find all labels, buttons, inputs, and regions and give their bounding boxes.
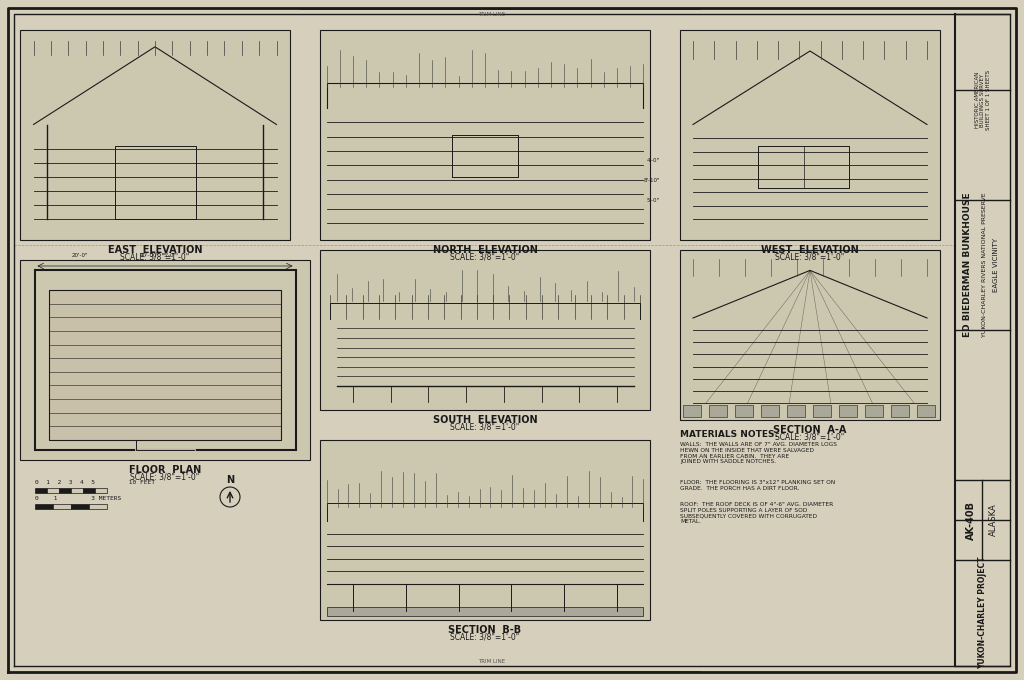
Bar: [680, 30, 940, 240]
Text: MATERIALS NOTES:: MATERIALS NOTES:: [680, 430, 778, 439]
Bar: [49, 290, 281, 440]
Text: 5'-0": 5'-0": [647, 197, 660, 203]
Bar: [71, 504, 89, 509]
Text: FLOOR  PLAN: FLOOR PLAN: [129, 465, 201, 475]
Bar: [839, 405, 857, 417]
Bar: [327, 607, 643, 616]
Text: ED BIEDERMAN BUNKHOUSE: ED BIEDERMAN BUNKHOUSE: [964, 192, 973, 337]
Bar: [813, 405, 830, 417]
Bar: [95, 488, 106, 493]
Bar: [916, 405, 935, 417]
Text: SECTION  B-B: SECTION B-B: [449, 625, 521, 635]
Bar: [35, 488, 47, 493]
Text: HISTORIC AMERICAN
BUILDINGS SURVEY
SHEET 1 OF 1 SHEETS: HISTORIC AMERICAN BUILDINGS SURVEY SHEET…: [975, 70, 991, 130]
Text: SCALE: 3/8"=1'-0": SCALE: 3/8"=1'-0": [451, 253, 519, 262]
Bar: [319, 250, 650, 410]
Bar: [761, 405, 779, 417]
Text: 40'-00": 40'-00": [140, 253, 160, 258]
Bar: [683, 405, 700, 417]
Bar: [35, 270, 296, 450]
Bar: [20, 260, 310, 460]
Text: YUKON-CHARLEY RIVERS NATIONAL PRESERVE: YUKON-CHARLEY RIVERS NATIONAL PRESERVE: [981, 192, 986, 337]
Text: YUKON-CHARLEY PROJECT: YUKON-CHARLEY PROJECT: [979, 557, 987, 669]
Bar: [59, 488, 71, 493]
Bar: [680, 250, 940, 420]
Text: SCALE: 3/8"=1'-0": SCALE: 3/8"=1'-0": [775, 253, 845, 262]
Text: 4'-0": 4'-0": [647, 158, 660, 163]
Bar: [891, 405, 909, 417]
Bar: [35, 504, 53, 509]
Text: EAGLE VICINITY: EAGLE VICINITY: [993, 238, 999, 292]
Text: 8'-10": 8'-10": [643, 177, 660, 182]
Text: TRIM LINE: TRIM LINE: [478, 12, 506, 17]
Text: SCALE: 3/8"=1'-0": SCALE: 3/8"=1'-0": [121, 253, 189, 262]
Bar: [734, 405, 753, 417]
Text: AK-40B: AK-40B: [966, 500, 976, 539]
Bar: [47, 488, 59, 493]
Text: EAST  ELEVATION: EAST ELEVATION: [108, 245, 203, 255]
Bar: [864, 405, 883, 417]
Bar: [83, 488, 95, 493]
Text: WEST  ELEVATION: WEST ELEVATION: [761, 245, 859, 255]
Text: SCALE: 3/8"=1'-0": SCALE: 3/8"=1'-0": [451, 633, 519, 642]
Bar: [53, 504, 71, 509]
Text: TRIM LINE: TRIM LINE: [478, 659, 506, 664]
Text: SCALE: 3/8"=1'-0": SCALE: 3/8"=1'-0": [130, 473, 200, 482]
Text: 0    1         3 METERS: 0 1 3 METERS: [35, 496, 121, 501]
Text: SOUTH  ELEVATION: SOUTH ELEVATION: [433, 415, 538, 425]
Text: 5'-0": 5'-0": [164, 253, 176, 258]
Text: SCALE: 3/8"=1'-0": SCALE: 3/8"=1'-0": [775, 433, 845, 442]
Bar: [319, 30, 650, 240]
Text: NORTH  ELEVATION: NORTH ELEVATION: [432, 245, 538, 255]
Text: 0  1  2  3  4  5         10 FEET: 0 1 2 3 4 5 10 FEET: [35, 480, 155, 485]
Text: WALLS:  THE WALLS ARE OF 7" AVG. DIAMETER LOGS
HEWN ON THE INSIDE THAT WERE SALV: WALLS: THE WALLS ARE OF 7" AVG. DIAMETER…: [680, 442, 837, 464]
Text: SECTION  A-A: SECTION A-A: [773, 425, 847, 435]
Bar: [786, 405, 805, 417]
Bar: [709, 405, 727, 417]
Bar: [71, 488, 83, 493]
Bar: [319, 440, 650, 620]
Text: ROOF:  THE ROOF DECK IS OF 4"-6" AVG. DIAMETER
SPLIT POLES SUPPORTING A LAYER OF: ROOF: THE ROOF DECK IS OF 4"-6" AVG. DIA…: [680, 502, 834, 524]
Text: N: N: [226, 475, 234, 485]
Bar: [20, 30, 290, 240]
Text: FLOOR:  THE FLOORING IS 3"x12" PLANKING SET ON
GRADE.  THE PORCH HAS A DIRT FLOO: FLOOR: THE FLOORING IS 3"x12" PLANKING S…: [680, 480, 836, 491]
Text: SCALE: 3/8"=1'-0": SCALE: 3/8"=1'-0": [451, 423, 519, 432]
Text: 20'-0": 20'-0": [72, 253, 88, 258]
Bar: [89, 504, 106, 509]
Text: ALASKA: ALASKA: [988, 504, 997, 537]
